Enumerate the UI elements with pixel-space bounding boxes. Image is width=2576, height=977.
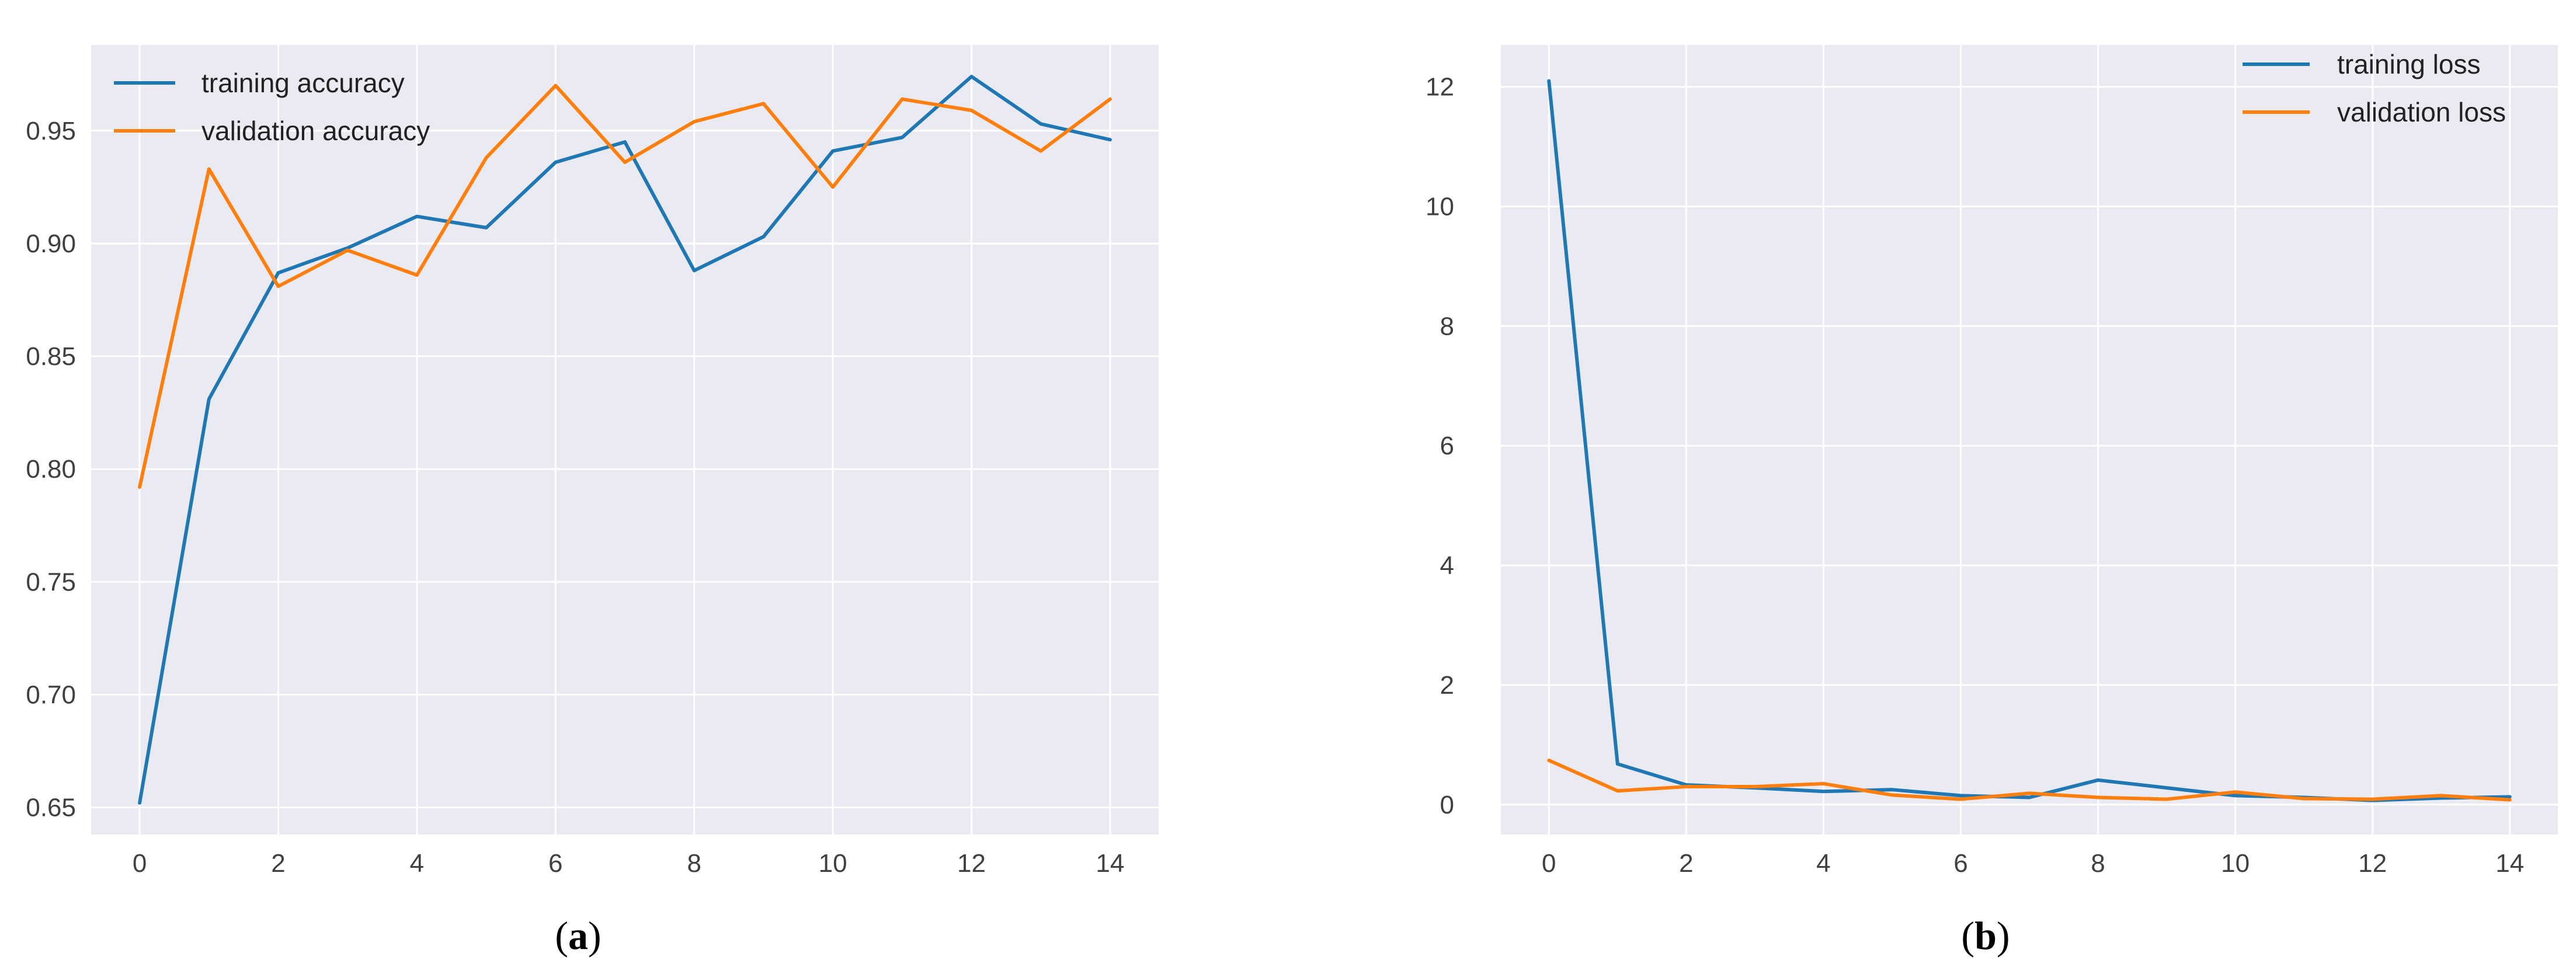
legend-label-0: training accuracy xyxy=(201,68,405,98)
legend-label-0: training loss xyxy=(2337,49,2480,79)
y-tick-label: 0.65 xyxy=(26,794,76,822)
x-tick-label: 12 xyxy=(2358,849,2387,878)
y-tick-label: 6 xyxy=(1440,432,1454,460)
x-tick-label: 0 xyxy=(133,849,147,878)
x-tick-label: 4 xyxy=(410,849,424,878)
x-tick-label: 4 xyxy=(1816,849,1830,878)
y-tick-label: 0.85 xyxy=(26,342,76,371)
x-tick-label: 2 xyxy=(271,849,285,878)
x-tick-label: 14 xyxy=(1096,849,1124,878)
y-tick-label: 0.75 xyxy=(26,568,76,596)
y-tick-label: 0 xyxy=(1440,791,1454,819)
y-tick-label: 10 xyxy=(1426,193,1454,221)
x-tick-label: 8 xyxy=(687,849,701,878)
plot-area xyxy=(1501,45,2558,835)
y-tick-label: 0.90 xyxy=(26,230,76,258)
series-line-0 xyxy=(138,75,1112,805)
x-tick-label: 2 xyxy=(1679,849,1693,878)
x-tick-label: 6 xyxy=(1953,849,1967,878)
x-tick-label: 14 xyxy=(2495,849,2524,878)
x-tick-label: 10 xyxy=(2221,849,2250,878)
loss-chart: 0 2 4 6 8 10 12 0 2 4 6 8 10 12 14 training loss validat… xyxy=(1426,45,2558,878)
x-tick-label: 10 xyxy=(819,849,847,878)
y-tick-label: 12 xyxy=(1426,73,1454,102)
legend-label-1: validation loss xyxy=(2337,97,2506,127)
plot-area xyxy=(91,45,1159,835)
y-tick-label: 4 xyxy=(1440,551,1454,580)
y-tick-label: 2 xyxy=(1440,671,1454,700)
x-tick-label: 8 xyxy=(2091,849,2105,878)
legend-label-1: validation accuracy xyxy=(201,116,430,146)
x-tick-label: 0 xyxy=(1542,849,1556,878)
y-tick-label: 0.80 xyxy=(26,455,76,484)
series-line-1 xyxy=(1547,758,2512,802)
y-tick-label: 8 xyxy=(1440,312,1454,340)
accuracy-chart: 0.65 0.70 0.75 0.80 0.85 0.90 0.95 0 2 4 6 8 10 12 14 t… xyxy=(26,45,1159,878)
x-tick-label: 12 xyxy=(957,849,986,878)
series-line-1 xyxy=(138,84,1112,489)
y-tick-label: 0.95 xyxy=(26,117,76,145)
caption-b: (b) xyxy=(1961,913,2010,958)
x-tick-label: 6 xyxy=(548,849,562,878)
y-tick-label: 0.70 xyxy=(26,681,76,710)
caption-a: (a) xyxy=(555,913,601,958)
